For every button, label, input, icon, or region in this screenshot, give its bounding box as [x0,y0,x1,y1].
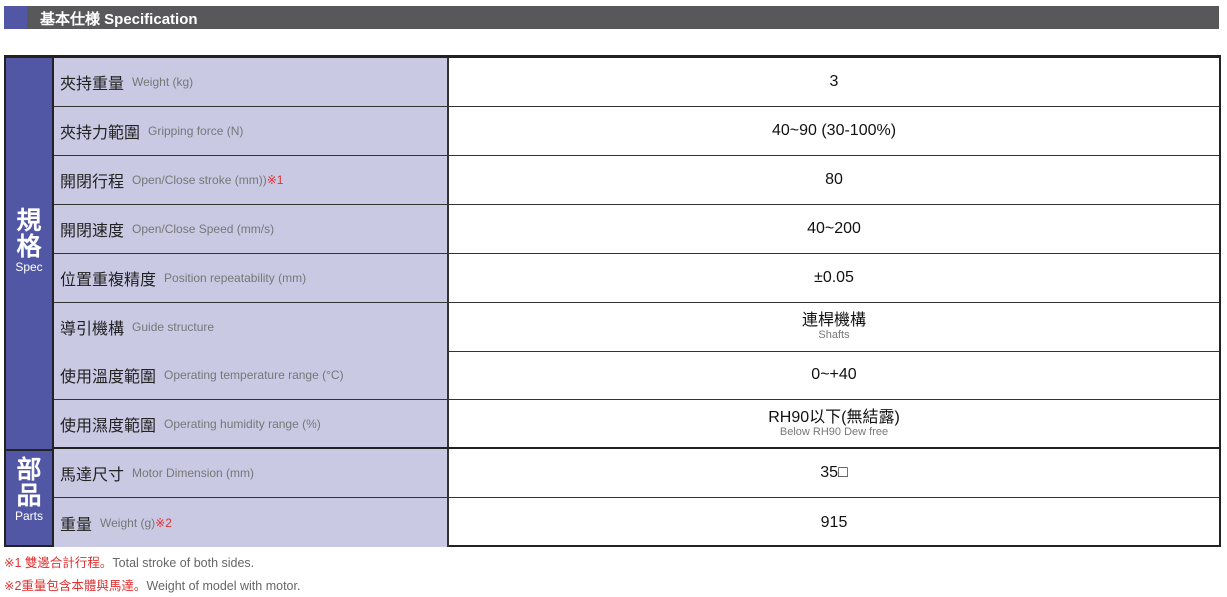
header-accent-block [4,6,27,29]
row-value: RH90以下(無結露) Below RH90 Dew free [449,400,1219,447]
row-label: 馬達尺寸 Motor Dimension (mm) [54,449,449,498]
row-label: 位置重複精度 Position repeatability (mm) [54,253,449,302]
row-label: 重量 Weight (g) ※2 [54,498,449,548]
value-main: RH90以下(無結露) [768,409,900,427]
value-sub: Below RH90 Dew free [779,426,889,439]
category-spec-char2: 格 [16,233,42,261]
table-row: 開閉行程 Open/Close stroke (mm)) ※1 80 [54,155,1219,205]
row-label: 夾持重量 Weight (kg) [54,58,449,106]
value-main: 40~200 [807,219,861,237]
value-main: ±0.05 [814,268,854,286]
table-row: 導引機構 Guide structure 連桿機構 Shafts [54,302,1219,352]
table-row: 夾持力範圍 Gripping force (N) 40~90 (30-100%) [54,106,1219,156]
category-spec-en: Spec [15,260,43,274]
row-value: 連桿機構 Shafts [449,303,1219,351]
label-en: Weight (g) [100,515,156,530]
row-value: 915 [449,498,1219,547]
value-sub: Shafts [818,329,850,341]
row-value: 0~+40 [449,351,1219,399]
row-label: 導引機構 Guide structure [54,302,449,351]
category-parts-char1: 部 [16,456,42,484]
table-row: 重量 Weight (g) ※2 915 [54,498,1219,548]
label-en: Position repeatability (mm) [164,270,307,285]
value-main: 連桿機構 [801,312,866,329]
label-en: Operating humidity range (%) [164,416,321,431]
category-parts-en: Parts [14,509,43,523]
label-zh: 重量 [60,516,93,534]
row-value: 35□ [449,449,1219,497]
footnote-1-en: Total stroke of both sides. [112,556,255,570]
row-label: 夾持力範圍 Gripping force (N) [54,106,449,155]
footnote-2: ※2重量包含本體與馬達。Weight of model with motor. [4,575,300,594]
value-main: 0~+40 [811,366,857,384]
table-row: 使用濕度範圍 Operating humidity range (%) RH90以… [54,400,1219,450]
section-title: 基本仕様 Specification [40,11,198,28]
value-main: 915 [820,513,848,531]
table-row: 位置重複精度 Position repeatability (mm) ±0.05 [54,253,1219,303]
row-value: 3 [449,58,1219,106]
category-parts: 部 品 Parts [6,449,54,545]
footnote-2-en: Weight of model with motor. [146,579,301,593]
label-zh: 使用溫度範圍 [60,369,157,387]
table-row: 開閉速度 Open/Close Speed (mm/s) 40~200 [54,204,1219,254]
footnote-2-zh: ※2重量包含本體與馬達。 [4,579,147,593]
label-zh: 使用濕度範圍 [60,417,157,435]
label-en: Operating temperature range (°C) [164,368,344,383]
label-zh: 開閉行程 [60,173,125,191]
row-value: 40~90 (30-100%) [449,107,1219,155]
label-zh: 開閉速度 [60,222,125,240]
label-zh: 夾持力範圍 [60,124,141,142]
category-parts-char2: 品 [16,482,42,510]
label-note: ※1 [266,172,284,187]
category-spec: 規 格 Spec [6,58,54,449]
table-row: 馬達尺寸 Motor Dimension (mm) 35□ [54,449,1219,499]
value-main: 80 [825,170,843,188]
value-main: 35□ [820,464,848,482]
row-value: ±0.05 [449,254,1219,302]
label-zh: 夾持重量 [60,76,125,93]
footnote-1: ※1 雙邊合計行程。Total stroke of both sides. [4,552,254,571]
label-note: ※2 [155,515,172,530]
row-label: 開閉速度 Open/Close Speed (mm/s) [54,204,449,253]
row-label: 使用濕度範圍 Operating humidity range (%) [54,400,449,448]
label-en: Open/Close Speed (mm/s) [132,221,275,236]
label-en: Weight (kg) [132,75,194,89]
value-main: 40~90 (30-100%) [771,121,897,139]
row-value: 40~200 [449,205,1219,253]
section-header: 基本仕様 Specification [4,6,1219,29]
row-label: 使用溫度範圍 Operating temperature range (°C) [54,351,449,400]
footnote-1-zh: ※1 雙邊合計行程。 [4,556,113,570]
row-value: 80 [449,156,1219,204]
table-row: 使用溫度範圍 Operating temperature range (°C) 0… [54,351,1219,401]
row-label: 開閉行程 Open/Close stroke (mm)) ※1 [54,155,449,204]
label-en: Open/Close stroke (mm)) [132,172,267,187]
category-spec-char1: 規 [16,207,42,235]
label-en: Guide structure [132,319,215,334]
label-zh: 導引機構 [60,320,125,338]
label-en: Gripping force (N) [148,123,244,138]
spec-table: 規 格 Spec 部 品 Parts 夾持重量 Weight (kg) 3 夾持力範… [4,55,1221,548]
value-main: 3 [829,73,839,90]
label-zh: 位置重複精度 [60,271,157,289]
label-zh: 馬達尺寸 [60,467,125,485]
table-row: 夾持重量 Weight (kg) 3 [54,58,1219,107]
label-en: Motor Dimension (mm) [132,466,255,481]
